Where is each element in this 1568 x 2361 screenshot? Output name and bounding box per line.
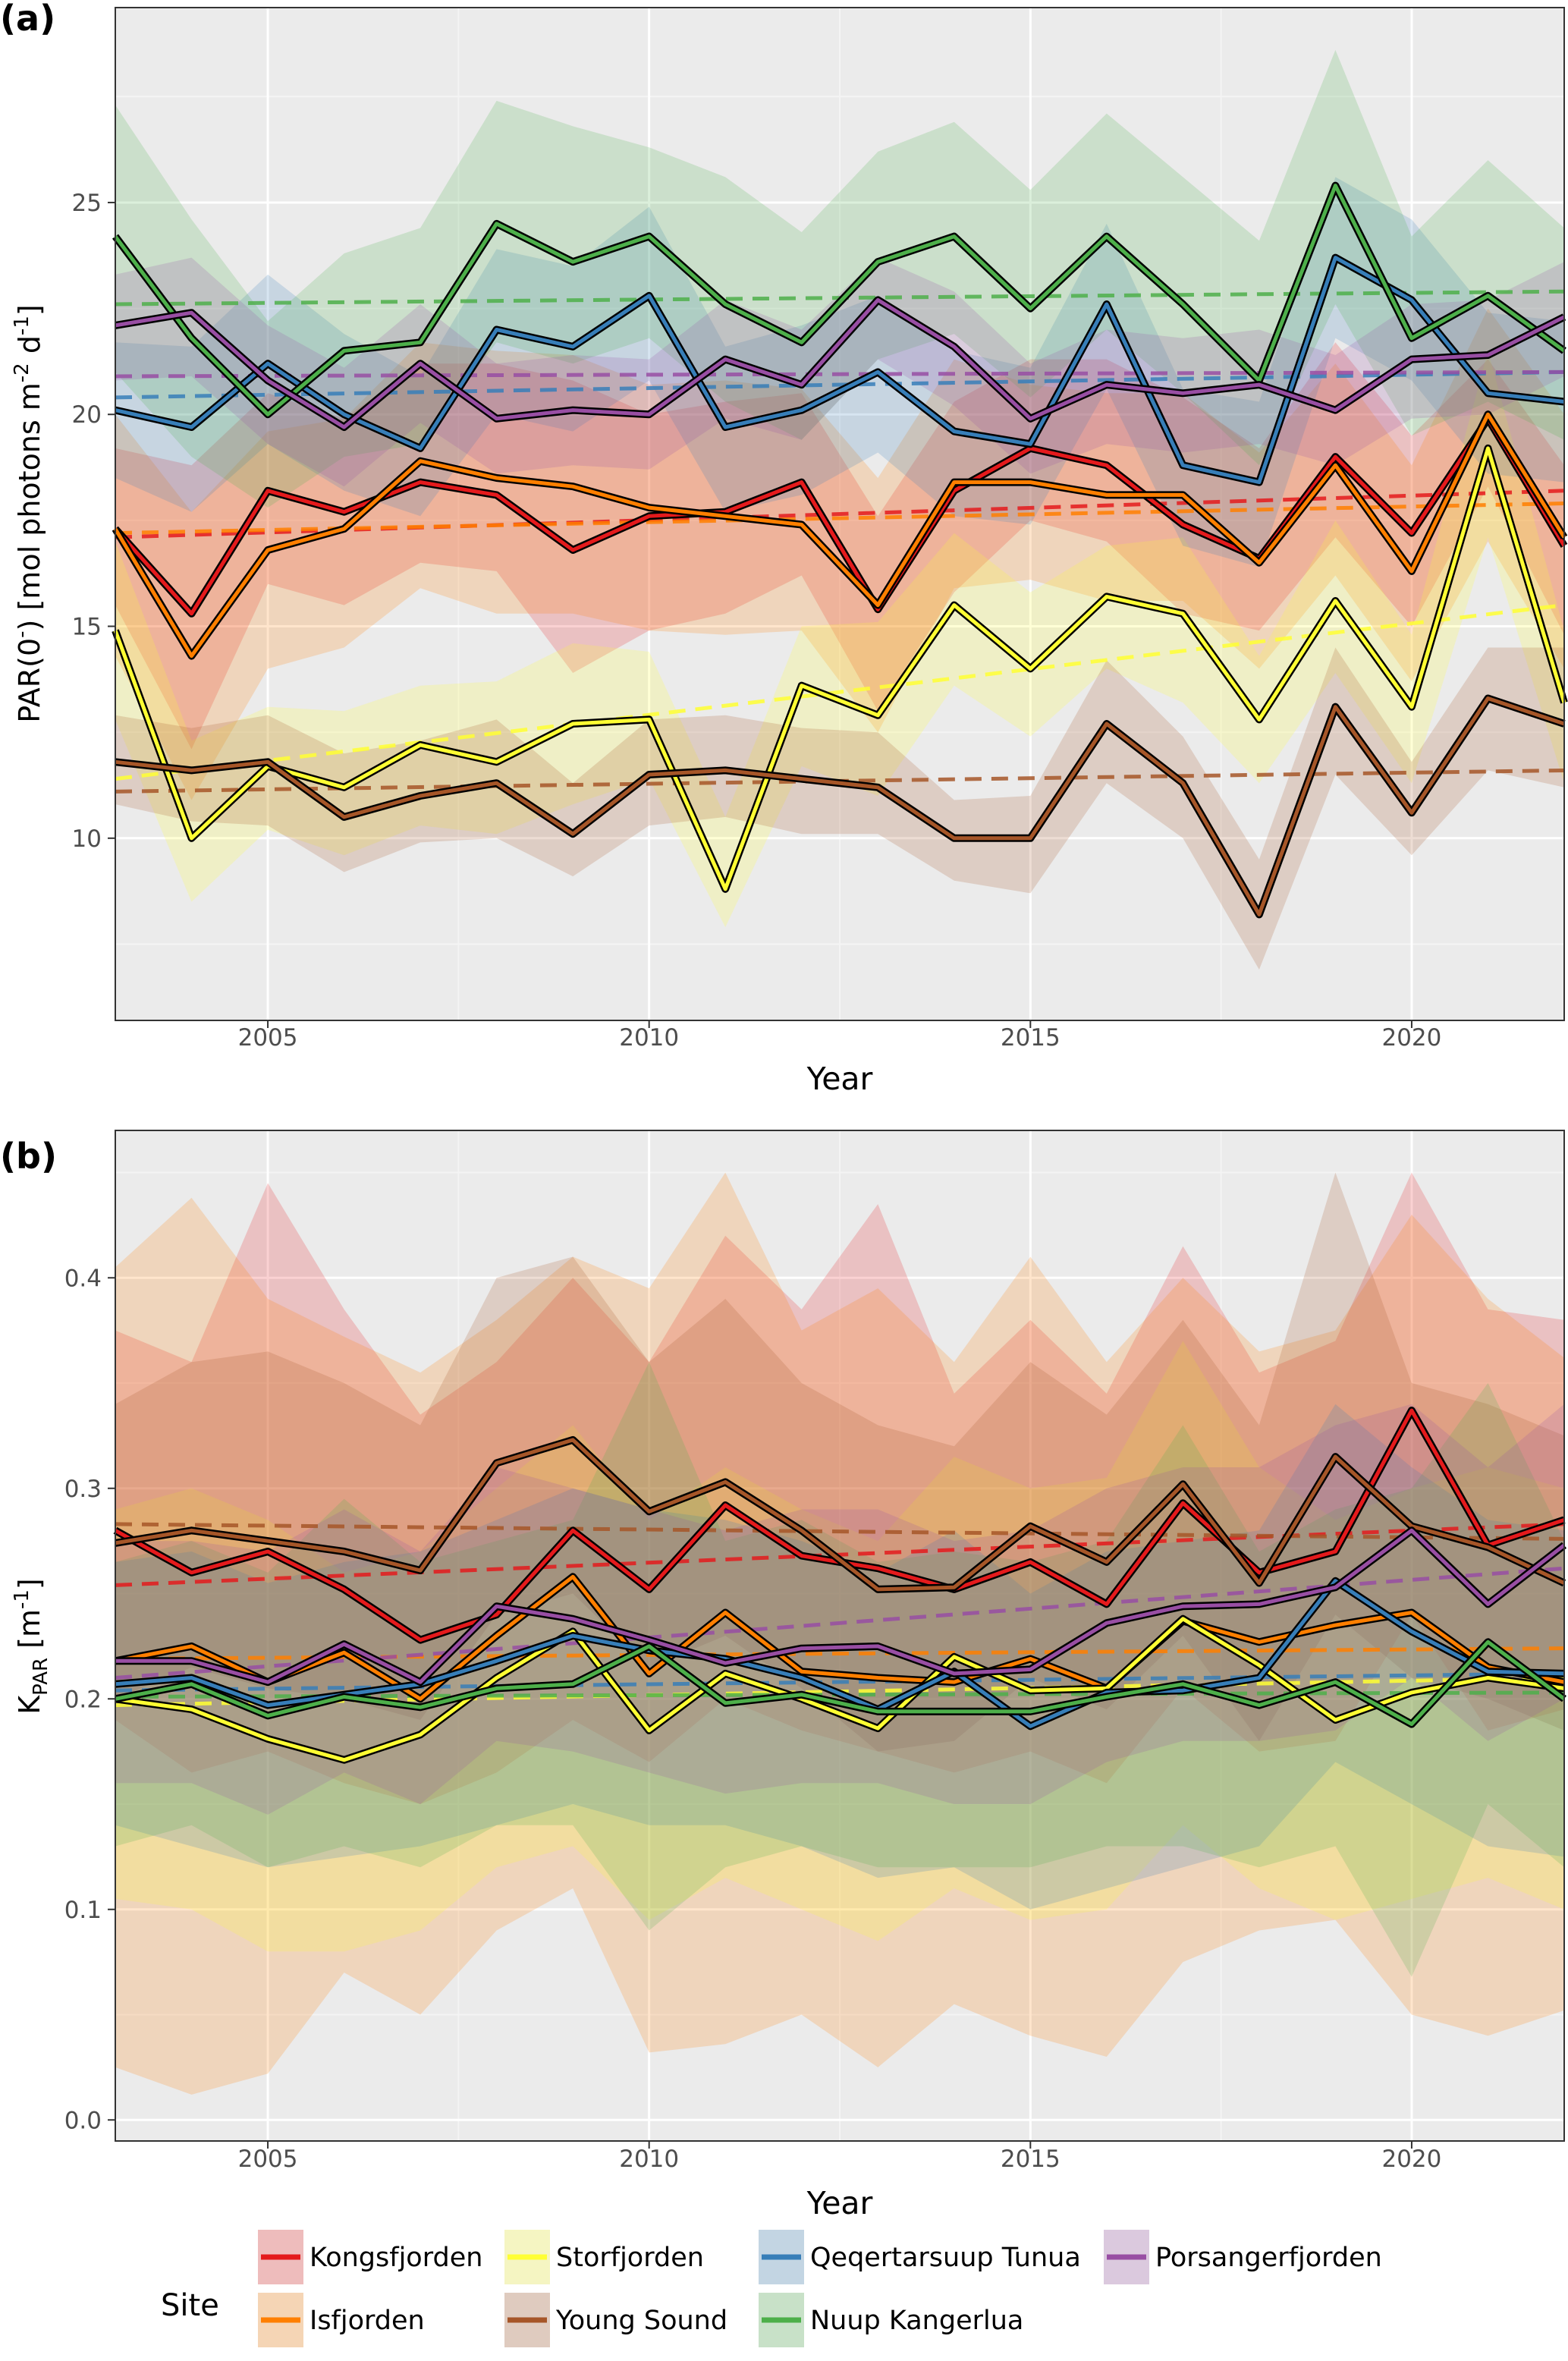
ribbon-isfjorden: [115, 1172, 1564, 2095]
y-tick-label: 10: [72, 825, 102, 853]
panel-a: 2005 2010 2015 2020 10 15 20 25 (a) Year PAR(0-…: [0, 0, 1568, 1097]
legend-label: Kongsfjorden: [310, 2243, 482, 2273]
x-tick-label: 2015: [1001, 1024, 1061, 1052]
series-line-kongsfjorden: [114, 417, 1566, 616]
legend-item-isfjorden: Isfjorden: [258, 2293, 425, 2347]
legend-item-porsangerfjorden: Porsangerfjorden: [1104, 2230, 1382, 2284]
panel-b-border: [115, 1130, 1565, 2142]
series-line-isfjorden: [115, 1574, 1565, 1701]
y-tick-label: 0.4: [64, 1265, 102, 1292]
legend-label: Isfjorden: [310, 2306, 425, 2336]
trend-line-porsangerfjorden: [115, 369, 1565, 379]
y-tick-label: 15: [72, 614, 102, 641]
ribbon-qeqertarsuup-tunua: [115, 1404, 1564, 1910]
trend-line-kongsfjorden: [115, 1522, 1565, 1587]
y-tick-label: 0.1: [64, 1897, 102, 1924]
panel-b-axis-ticks: 2005 2010 2015 2020 0.0 0.1 0.2 0.3 0.4: [64, 1265, 1442, 2173]
series-line-porsangerfjorden: [115, 297, 1566, 429]
legend-item-nuup-kangerlua: Nuup Kangerlua: [759, 2293, 1023, 2347]
x-tick-label: 2020: [1381, 1024, 1441, 1052]
series-line-storfjorden: [115, 1617, 1565, 1762]
ribbon-isfjorden: [115, 308, 1564, 800]
series-line-young-sound: [115, 696, 1565, 916]
series-line-porsangerfjorden: [115, 1528, 1566, 1684]
y-tick-label: 0.0: [64, 2107, 102, 2134]
series-line-qeqertarsuup-tunua: [115, 1579, 1565, 1728]
y-tick-label: 25: [72, 190, 102, 217]
panel-a-label: (a): [0, 0, 55, 39]
series-line-storfjorden: [113, 446, 1566, 891]
y-tick-label: 0.2: [64, 1686, 102, 1713]
panel-a-x-axis-title: Year: [806, 1061, 873, 1097]
series-line-nuup-kangerlua: [115, 1639, 1566, 1727]
y-tick-label: 0.3: [64, 1476, 102, 1503]
legend-item-kongsfjorden: Kongsfjorden: [258, 2230, 482, 2284]
legend-label: Young Sound: [555, 2306, 727, 2336]
legend-title: Site: [161, 2288, 219, 2323]
trend-line-storfjorden: [115, 603, 1565, 781]
legend-label: Qeqertarsuup Tunua: [810, 2243, 1081, 2273]
series-line-young-sound: [115, 1438, 1566, 1592]
legend: Site Kongsfjorden Storfjorden Qeqertarsuup…: [161, 2230, 1382, 2347]
x-tick-label: 2010: [619, 1024, 679, 1052]
trend-line-qeqertarsuup-tunua: [115, 1671, 1565, 1693]
ribbon-kongsfjorden: [115, 1172, 1564, 1804]
legend-label: Porsangerfjorden: [1155, 2243, 1382, 2273]
panel-b-series-lines: [113, 1407, 1567, 1764]
ribbon-porsangerfjorden: [115, 257, 1564, 487]
panel-a-y-axis-title: PAR(0-) [mol photons m-2 d-1]: [11, 304, 46, 722]
panel-b-y-axis-title: KPAR [m-1]: [11, 1578, 52, 1714]
trend-line-isfjorden: [115, 501, 1565, 536]
x-tick-label: 2005: [238, 1024, 298, 1052]
x-tick-label: 2020: [1381, 2146, 1441, 2173]
trend-line-qeqertarsuup-tunua: [115, 369, 1565, 400]
y-tick-label: 20: [72, 401, 102, 429]
panel-a-axis-ticks: 2005 2010 2015 2020 10 15 20 25: [72, 190, 1442, 1052]
ribbon-young-sound: [115, 647, 1564, 970]
x-tick-label: 2005: [238, 2146, 298, 2173]
panel-a-series-lines: [112, 181, 1568, 919]
trend-line-young-sound: [115, 1522, 1565, 1541]
panel-b-x-axis-title: Year: [806, 2185, 873, 2221]
x-tick-label: 2015: [1001, 2146, 1061, 2173]
legend-item-young-sound: Young Sound: [504, 2293, 727, 2347]
x-tick-label: 2010: [619, 2146, 679, 2173]
panel-a-border: [115, 7, 1565, 1021]
panel-b: 2005 2010 2015 2020 0.0 0.1 0.2 0.3 0.4 (b) Year…: [0, 1130, 1567, 2221]
series-line-isfjorden: [113, 412, 1566, 659]
legend-label: Storfjorden: [556, 2243, 704, 2273]
series-line-nuup-kangerlua: [113, 184, 1566, 417]
legend-label: Nuup Kangerlua: [810, 2306, 1023, 2336]
legend-item-qeqertarsuup-tunua: Qeqertarsuup Tunua: [759, 2230, 1081, 2284]
panel-b-gridlines: [115, 1130, 1564, 2141]
panel-b-label: (b): [0, 1136, 57, 1177]
legend-item-storfjorden: Storfjorden: [504, 2230, 704, 2284]
